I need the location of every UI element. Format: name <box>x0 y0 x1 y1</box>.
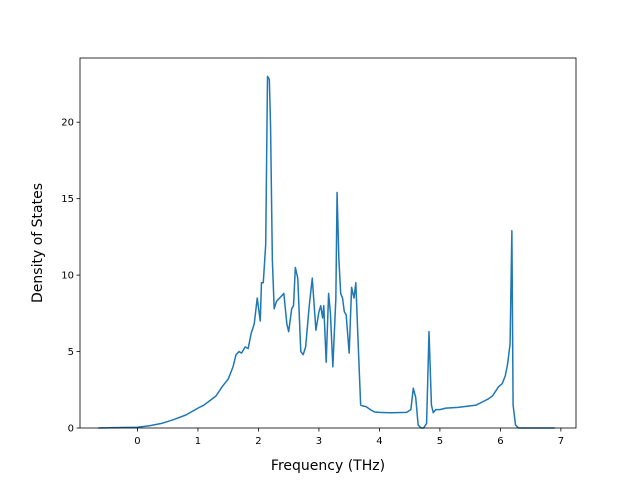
plot-layer <box>98 75 555 429</box>
y-tick-label: 10 <box>61 271 74 282</box>
x-tick-label: 1 <box>195 436 201 447</box>
plot-frame <box>79 57 577 429</box>
y-tick-label: 15 <box>61 194 74 205</box>
y-axis-label: Density of States <box>30 183 46 303</box>
y-tick-label: 0 <box>68 424 74 435</box>
dos-series-line-0 <box>98 75 555 429</box>
x-tick-label: 4 <box>376 436 382 447</box>
y-tick-label: 5 <box>68 347 74 358</box>
x-tick-label: 3 <box>316 436 322 447</box>
x-tick-label: 6 <box>497 436 503 447</box>
x-tick-label: 7 <box>558 436 564 447</box>
y-axis-ticks: 0 5 10 15 20 <box>61 118 80 435</box>
y-tick-label: 20 <box>61 118 74 129</box>
x-axis-label: Frequency (THz) <box>271 458 385 474</box>
x-axis-ticks: 0 1 2 3 4 5 6 7 <box>134 428 564 447</box>
x-tick-label: 2 <box>255 436 261 447</box>
x-tick-label: 0 <box>134 436 140 447</box>
x-tick-label: 5 <box>437 436 443 447</box>
